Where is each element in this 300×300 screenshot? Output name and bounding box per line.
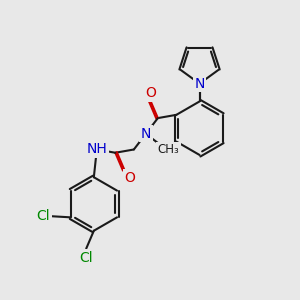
- Text: Cl: Cl: [36, 209, 50, 223]
- Text: O: O: [145, 86, 156, 100]
- Text: Cl: Cl: [80, 250, 93, 265]
- Text: O: O: [124, 171, 135, 184]
- Text: CH₃: CH₃: [158, 143, 179, 156]
- Text: N: N: [194, 76, 205, 91]
- Text: NH: NH: [86, 142, 107, 157]
- Text: N: N: [141, 127, 151, 141]
